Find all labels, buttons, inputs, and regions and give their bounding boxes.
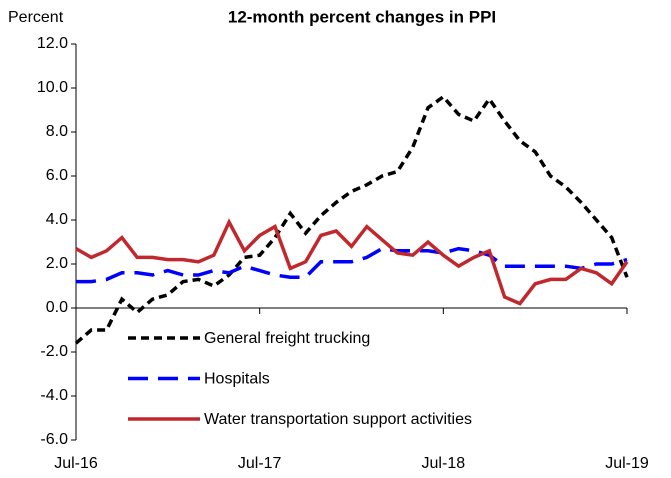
legend-label: Hospitals — [204, 371, 270, 388]
x-tick-label: Jul-16 — [54, 455, 98, 472]
chart-title: 12-month percent changes in PPI — [228, 7, 496, 26]
y-tick-label: 0.0 — [46, 299, 68, 316]
x-tick-label: Jul-19 — [605, 455, 649, 472]
y-tick-label: -2.0 — [40, 343, 68, 360]
y-tick-label: -4.0 — [40, 387, 68, 404]
y-tick-label: 4.0 — [46, 211, 68, 228]
x-tick-label: Jul-18 — [422, 455, 466, 472]
legend-label: General freight trucking — [204, 330, 370, 347]
y-tick-label: 2.0 — [46, 255, 68, 272]
line-series — [75, 218, 629, 306]
legend-label: Water transportation support activities — [204, 411, 472, 428]
y-tick-label: 10.0 — [37, 79, 68, 96]
y-axis-label: Percent — [8, 9, 64, 26]
y-tick-label: 6.0 — [46, 167, 68, 184]
line-series — [74, 94, 629, 345]
x-tick-label: Jul-17 — [238, 455, 282, 472]
line-series — [76, 246, 628, 284]
y-tick-label: 12.0 — [37, 35, 68, 52]
y-tick-label: 8.0 — [46, 123, 68, 140]
y-tick-label: -6.0 — [40, 431, 68, 448]
